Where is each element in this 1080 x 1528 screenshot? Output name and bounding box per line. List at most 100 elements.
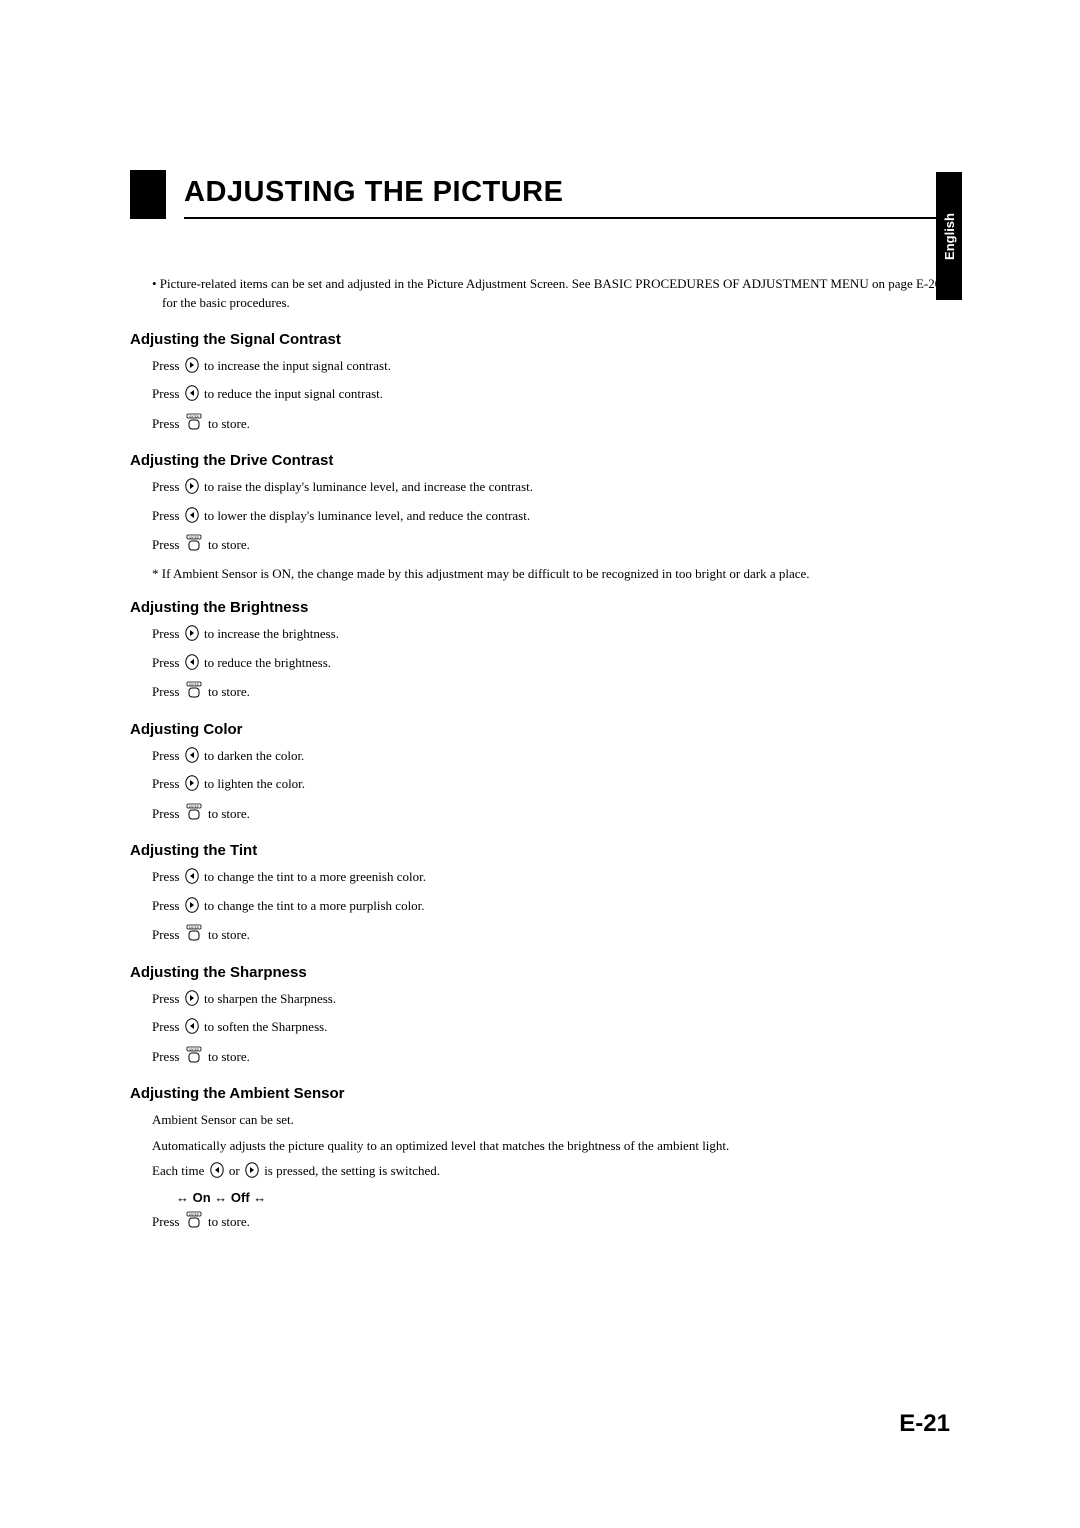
section: Adjusting the Drive Contrast Press to rai… [130,452,950,583]
instruction-text: to store. [205,537,250,552]
svg-text:ENTER: ENTER [189,925,198,929]
svg-text:ENTER: ENTER [189,414,198,418]
instruction-text: Press [152,776,183,791]
instruction-text: to store. [205,1214,250,1229]
instruction-text: Press [152,626,183,641]
instruction-line: Press ENTER to store. [152,413,950,437]
instruction-text: Press [152,386,183,401]
toggle-sequence: ↔ On ↔ Off ↔ [176,1190,950,1205]
section-heading: Adjusting the Tint [130,842,950,859]
sections-container: Adjusting the Signal ContrastPress to in… [130,331,950,1235]
svg-text:ENTER: ENTER [189,682,198,686]
section: Adjusting the Signal ContrastPress to in… [130,331,950,437]
instruction-text: to raise the display's luminance level, … [201,479,533,494]
instruction-text: to increase the brightness. [201,626,339,641]
title-block [130,170,166,219]
section: Adjusting the Tint Press to change the ti… [130,842,950,948]
instruction-line: Ambient Sensor can be set. [152,1110,950,1130]
instruction-line: Press ENTER to store. [152,534,950,558]
instruction-text: Press [152,748,183,763]
enter-icon: ENTER [185,1046,203,1070]
section: Adjusting Color Press to darken the color… [130,721,950,827]
section-heading: Adjusting the Sharpness [130,964,950,981]
instruction-text: Press [152,1019,183,1034]
instruction-text: Press [152,1214,183,1229]
right-icon [185,478,199,500]
instruction-text: to increase the input signal contrast. [201,358,391,373]
instruction-text: to store. [205,927,250,942]
title-bar: ADJUSTING THE PICTURE [130,170,950,219]
svg-text:ENTER: ENTER [189,804,198,808]
instruction-text: Press [152,416,183,431]
instruction-line: Each time or is pressed, the setting is … [152,1161,950,1184]
section: Adjusting the Brightness Press to increas… [130,599,950,705]
instruction-text: to change the tint to a more purplish co… [201,898,425,913]
left-icon [185,385,199,407]
section-heading: Adjusting the Brightness [130,599,950,616]
enter-icon: ENTER [185,534,203,558]
language-tab: English [936,172,962,300]
instruction-text: Press [152,898,183,913]
instruction-text: to soften the Sharpness. [201,1019,328,1034]
svg-text:ENTER: ENTER [189,1212,198,1216]
instruction-text: to store. [205,684,250,699]
page-title: ADJUSTING THE PICTURE [184,170,950,219]
instruction-line: Automatically adjusts the picture qualit… [152,1136,950,1156]
instruction-text: to store. [205,1049,250,1064]
instruction-text: Press [152,806,183,821]
section-body: Press to sharpen the Sharpness.Press to … [130,989,950,1070]
instruction-line: Press ENTER to store. [152,1211,950,1235]
instruction-text: to lower the display's luminance level, … [201,508,530,523]
svg-text:ENTER: ENTER [189,535,198,539]
instruction-line: Press ENTER to store. [152,1046,950,1070]
instruction-text: to reduce the brightness. [201,655,331,670]
right-icon [185,775,199,797]
section-heading: Adjusting Color [130,721,950,738]
section-body: Press to increase the input signal contr… [130,356,950,437]
left-icon [210,1162,224,1184]
section-heading: Adjusting the Drive Contrast [130,452,950,469]
section-note: * If Ambient Sensor is ON, the change ma… [152,564,950,584]
left-icon [185,868,199,890]
instruction-line: Press to lower the display's luminance l… [152,506,950,529]
instruction-text: to darken the color. [201,748,305,763]
left-icon [185,654,199,676]
intro-text: • Picture-related items can be set and a… [152,275,950,313]
instruction-text: Press [152,684,183,699]
instruction-line: Press to increase the brightness. [152,624,950,647]
page-number: E-21 [899,1410,950,1438]
instruction-line: Press to soften the Sharpness. [152,1017,950,1040]
instruction-text: or [226,1163,243,1178]
language-tab-label: English [942,213,957,260]
instruction-text: Press [152,358,183,373]
instruction-line: Press to change the tint to a more green… [152,867,950,890]
instruction-text: Press [152,508,183,523]
instruction-line: Press to change the tint to a more purpl… [152,896,950,919]
instruction-line: Press ENTER to store. [152,681,950,705]
section-body: Press to increase the brightness.Press t… [130,624,950,705]
instruction-text: to store. [205,416,250,431]
instruction-line: Press to reduce the brightness. [152,653,950,676]
section: Adjusting the Ambient SensorAmbient Sens… [130,1085,950,1234]
left-icon [185,747,199,769]
instruction-text: Press [152,655,183,670]
instruction-text: Press [152,927,183,942]
section-body: Press to raise the display's luminance l… [130,477,950,583]
instruction-text: is pressed, the setting is switched. [261,1163,440,1178]
instruction-line: Press to darken the color. [152,746,950,769]
instruction-line: Press to increase the input signal contr… [152,356,950,379]
instruction-text: Each time [152,1163,208,1178]
instruction-line: Press ENTER to store. [152,924,950,948]
instruction-text: to change the tint to a more greenish co… [201,869,426,884]
instruction-text: Press [152,991,183,1006]
enter-icon: ENTER [185,803,203,827]
enter-icon: ENTER [185,924,203,948]
instruction-line: Press to reduce the input signal contras… [152,384,950,407]
right-icon [185,897,199,919]
right-icon [185,357,199,379]
instruction-text: to sharpen the Sharpness. [201,991,336,1006]
section-body: Press to change the tint to a more green… [130,867,950,948]
right-icon [245,1162,259,1184]
instruction-line: Press to lighten the color. [152,774,950,797]
instruction-line: Press to sharpen the Sharpness. [152,989,950,1012]
